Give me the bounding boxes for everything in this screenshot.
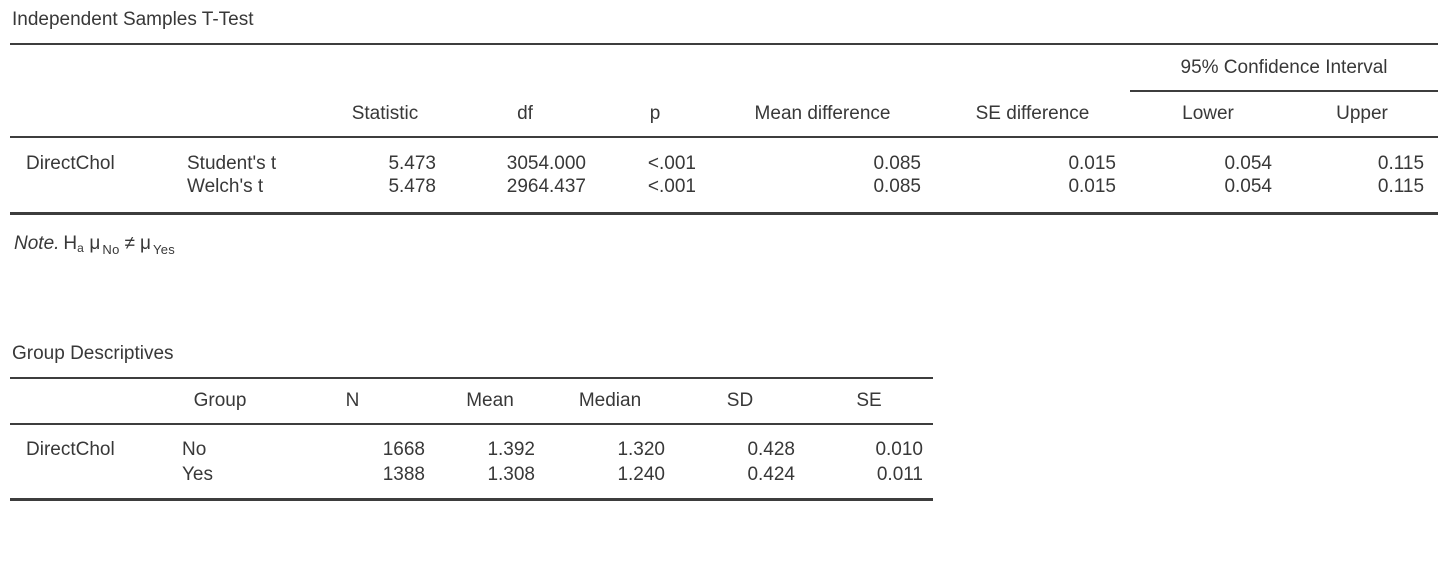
ttest-row-welchs-t: Welch's t 5.478 2964.437 <.001 0.085 0.0… <box>10 175 1438 213</box>
col-p-header: p <box>600 91 710 138</box>
cell-df: 2964.437 <box>506 176 586 198</box>
mu-group2-subscript: Yes <box>152 241 176 257</box>
cell-mean: 1.392 <box>487 439 535 460</box>
descriptives-column-header-row: Group N Mean Median SD SE <box>10 377 933 425</box>
cell-ci-lower: 0.054 <box>1224 152 1272 174</box>
cell-variable <box>10 175 170 213</box>
col-test-header <box>170 91 320 138</box>
cell-n: 1668 <box>382 439 425 460</box>
ttest-section: Independent Samples T-Test 95% Confidenc… <box>10 8 1439 258</box>
hypothesis-h-subscript: a <box>77 240 85 255</box>
col-se-header: SE <box>805 377 933 425</box>
cell-mean: 1.308 <box>487 463 535 485</box>
cell-variable <box>10 462 170 500</box>
cell-sd: 0.428 <box>747 439 795 460</box>
descriptives-section: Group Descriptives Group N Mean Median S… <box>10 342 1438 501</box>
cell-median: 1.240 <box>617 463 665 485</box>
ci-header: 95% Confidence Interval <box>1130 44 1439 92</box>
cell-ci-upper: 0.115 <box>1377 176 1425 198</box>
col-upper-header: Upper <box>1286 91 1439 138</box>
ci-spacer-cell <box>10 44 1130 91</box>
descriptives-title: Group Descriptives <box>12 342 174 364</box>
cell-p: <.001 <box>647 152 696 174</box>
cell-df: 3054.000 <box>506 152 586 174</box>
cell-ci-lower: 0.054 <box>1224 176 1272 198</box>
cell-test: Student's t <box>187 152 277 174</box>
mu-symbol: μ <box>140 232 151 254</box>
cell-sd: 0.424 <box>747 463 795 485</box>
cell-mean-difference: 0.085 <box>873 176 921 198</box>
cell-n: 1388 <box>382 463 425 485</box>
ttest-row-students-t: DirectChol Student's t 5.473 3054.000 <.… <box>10 137 1438 175</box>
col-n-header: N <box>270 377 435 425</box>
cell-se: 0.011 <box>876 463 923 485</box>
mu-group1-subscript: No <box>102 241 120 257</box>
cell-se-difference: 0.015 <box>1068 176 1116 198</box>
col-lower-header: Lower <box>1130 91 1286 138</box>
cell-p: <.001 <box>647 176 696 198</box>
cell-se: 0.010 <box>875 439 923 460</box>
cell-variable: DirectChol <box>26 439 115 460</box>
descriptives-row-no: DirectChol No 1668 1.392 1.320 0.428 0.0… <box>10 424 933 462</box>
col-mean-header: Mean <box>435 377 545 425</box>
cell-median: 1.320 <box>617 439 665 460</box>
hypothesis-h: H <box>63 232 78 254</box>
col-variable-header <box>10 377 170 425</box>
note-label: Note. <box>14 232 60 254</box>
ttest-table[interactable]: 95% Confidence Interval Statistic df p M… <box>10 43 1439 215</box>
cell-group: Yes <box>182 463 213 485</box>
cell-statistic: 5.473 <box>388 152 436 174</box>
col-variable-header <box>10 91 170 138</box>
col-group-header: Group <box>170 377 270 425</box>
cell-variable: DirectChol <box>26 152 115 174</box>
cell-group: No <box>182 439 207 460</box>
not-equal-symbol: ≠ <box>124 232 136 254</box>
cell-test: Welch's t <box>187 176 264 198</box>
mu-symbol: μ <box>89 232 101 254</box>
col-median-header: Median <box>545 377 675 425</box>
col-se-difference-header: SE difference <box>935 91 1130 138</box>
col-sd-header: SD <box>675 377 805 425</box>
col-mean-difference-header: Mean difference <box>710 91 935 138</box>
descriptives-table[interactable]: Group N Mean Median SD SE DirectChol No … <box>10 376 933 501</box>
ttest-column-header-row: Statistic df p Mean difference SE differ… <box>10 91 1439 138</box>
ttest-title: Independent Samples T-Test <box>12 9 254 30</box>
ttest-note: Note. Ha μ No ≠ μ Yes <box>14 230 1438 258</box>
cell-se-difference: 0.015 <box>1068 152 1116 174</box>
cell-statistic: 5.478 <box>388 176 436 198</box>
descriptives-row-yes: Yes 1388 1.308 1.240 0.424 0.011 <box>10 462 933 500</box>
cell-mean-difference: 0.085 <box>873 152 921 174</box>
cell-ci-upper: 0.115 <box>1377 152 1425 174</box>
ci-header-row: 95% Confidence Interval <box>10 44 1439 92</box>
col-df-header: df <box>450 91 600 138</box>
col-statistic-header: Statistic <box>320 91 450 138</box>
